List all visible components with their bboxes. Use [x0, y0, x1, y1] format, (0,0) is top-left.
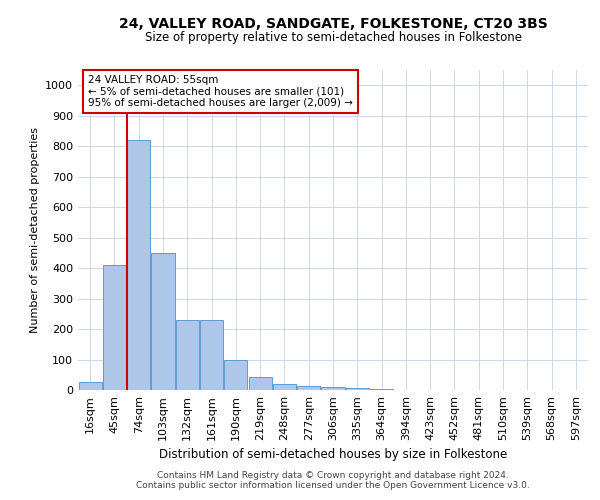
Bar	[248, 376, 272, 390]
Bar	[127, 140, 150, 390]
Bar	[151, 253, 175, 390]
Bar	[273, 384, 296, 390]
Bar	[370, 389, 393, 390]
Bar	[200, 320, 223, 390]
Text: Size of property relative to semi-detached houses in Folkestone: Size of property relative to semi-detach…	[145, 31, 521, 44]
Text: 24, VALLEY ROAD, SANDGATE, FOLKESTONE, CT20 3BS: 24, VALLEY ROAD, SANDGATE, FOLKESTONE, C…	[119, 18, 547, 32]
Bar	[346, 388, 369, 390]
Bar	[176, 320, 199, 390]
Y-axis label: Number of semi-detached properties: Number of semi-detached properties	[29, 127, 40, 333]
Bar	[297, 386, 320, 390]
Bar	[224, 360, 247, 390]
Bar	[103, 265, 126, 390]
Text: Contains HM Land Registry data © Crown copyright and database right 2024.: Contains HM Land Registry data © Crown c…	[157, 471, 509, 480]
Bar	[322, 387, 344, 390]
Text: 24 VALLEY ROAD: 55sqm
← 5% of semi-detached houses are smaller (101)
95% of semi: 24 VALLEY ROAD: 55sqm ← 5% of semi-detac…	[88, 75, 353, 108]
Text: Contains public sector information licensed under the Open Government Licence v3: Contains public sector information licen…	[136, 481, 530, 490]
X-axis label: Distribution of semi-detached houses by size in Folkestone: Distribution of semi-detached houses by …	[159, 448, 507, 462]
Bar	[79, 382, 101, 390]
